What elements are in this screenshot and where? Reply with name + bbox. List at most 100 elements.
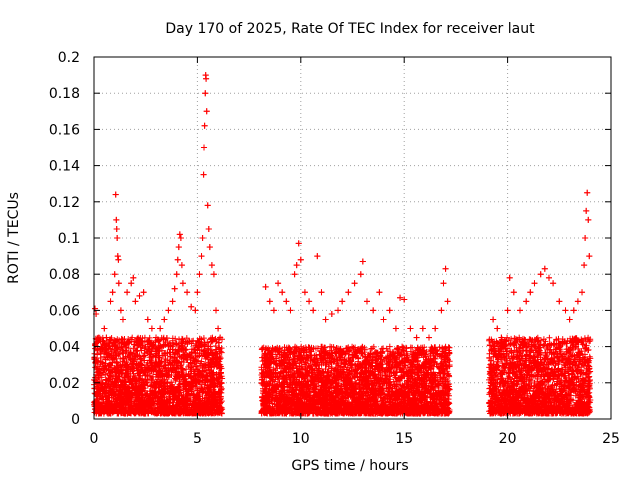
- roti-point: [386, 307, 393, 314]
- roti-point: [101, 325, 108, 332]
- roti-point: [287, 307, 294, 314]
- roti-point: [426, 334, 433, 341]
- roti-point: [359, 258, 366, 265]
- roti-point: [95, 358, 102, 365]
- roti-point: [130, 274, 137, 281]
- roti-point: [562, 307, 569, 314]
- y-axis-label: ROTI / TECUs: [6, 192, 22, 284]
- roti-point: [370, 307, 377, 314]
- roti-point: [270, 307, 277, 314]
- roti-point: [176, 231, 183, 238]
- roti-point: [517, 307, 524, 314]
- roti-point: [556, 298, 563, 305]
- roti-point: [115, 256, 122, 263]
- data-points: [91, 72, 594, 417]
- roti-point: [213, 307, 220, 314]
- roti-point: [215, 325, 222, 332]
- roti-point: [165, 307, 172, 314]
- roti-point: [581, 262, 588, 269]
- roti-point: [494, 325, 501, 332]
- roti-point: [297, 256, 304, 263]
- roti-point: [318, 289, 325, 296]
- roti-point: [442, 265, 449, 272]
- roti-point: [527, 289, 534, 296]
- roti-point: [112, 191, 119, 198]
- roti-point: [566, 316, 573, 323]
- roti-point: [413, 334, 420, 341]
- x-tick-label: 20: [499, 431, 517, 447]
- roti-point: [208, 262, 215, 269]
- roti-point: [97, 370, 104, 377]
- roti-point: [583, 207, 590, 214]
- roti-point: [136, 292, 143, 299]
- roti-point: [119, 316, 126, 323]
- roti-point: [178, 262, 185, 269]
- roti-point: [171, 285, 178, 292]
- roti-point: [201, 122, 208, 129]
- roti-point: [570, 307, 577, 314]
- roti-point: [109, 289, 116, 296]
- x-axis-label: GPS time / hours: [291, 458, 408, 474]
- roti-point: [140, 289, 147, 296]
- roti-point: [117, 307, 124, 314]
- roti-point: [322, 316, 329, 323]
- roti-point: [266, 298, 273, 305]
- y-tick-label: 0.06: [49, 303, 80, 319]
- roti-point: [490, 316, 497, 323]
- roti-point: [432, 325, 439, 332]
- roti-point: [310, 307, 317, 314]
- roti-scatter-markers: [91, 72, 594, 417]
- roti-point: [177, 235, 184, 241]
- x-tick-label: 0: [90, 431, 99, 447]
- roti-point: [397, 294, 404, 301]
- roti-point: [279, 289, 286, 296]
- roti-point: [545, 274, 552, 281]
- roti-point: [203, 108, 210, 115]
- y-tick-label: 0.08: [49, 267, 80, 283]
- roti-point: [295, 240, 302, 247]
- roti-point: [184, 289, 191, 296]
- roti-point: [179, 280, 186, 287]
- roti-point: [579, 289, 586, 296]
- y-tick-label: 0.12: [49, 195, 80, 211]
- y-tick-labels: 0 0.02 0.04 0.06 0.08 0.1 0.12 0.14 0.16 0.18 0.2: [49, 50, 80, 428]
- roti-point: [194, 289, 201, 296]
- chart-title: Day 170 of 2025, Rate Of TEC Index for r…: [165, 21, 535, 37]
- roti-point: [202, 90, 209, 97]
- roti-point: [199, 235, 206, 241]
- roti-point: [206, 244, 213, 251]
- roti-point: [111, 271, 118, 278]
- roti-point: [440, 280, 447, 287]
- roti-point: [335, 307, 342, 314]
- roti-point: [293, 262, 300, 269]
- roti-point: [351, 280, 358, 287]
- roti-point: [345, 289, 352, 296]
- roti-point: [444, 298, 451, 305]
- roti-point: [328, 311, 335, 318]
- roti-point: [144, 316, 151, 323]
- roti-point: [401, 296, 408, 303]
- roti-point: [175, 244, 182, 251]
- roti-point: [200, 171, 207, 178]
- roti-point: [153, 334, 160, 341]
- roti-point: [283, 298, 290, 305]
- roti-point: [376, 289, 383, 296]
- roti-point: [314, 253, 321, 260]
- roti-point: [169, 298, 176, 305]
- x-tick-label: 25: [602, 431, 620, 447]
- roti-point: [113, 216, 120, 223]
- roti-point: [585, 216, 592, 223]
- roti-point: [275, 280, 282, 287]
- roti-point: [201, 144, 208, 151]
- x-tick-label: 15: [395, 431, 413, 447]
- y-tick-label: 0.04: [49, 340, 80, 356]
- roti-point: [205, 225, 212, 232]
- roti-point: [124, 289, 131, 296]
- x-tick-label: 10: [292, 431, 310, 447]
- roti-point: [506, 274, 513, 281]
- roti-point: [504, 307, 511, 314]
- roti-point: [584, 189, 591, 196]
- roti-point: [306, 298, 313, 305]
- y-tick-label: 0.14: [49, 159, 80, 175]
